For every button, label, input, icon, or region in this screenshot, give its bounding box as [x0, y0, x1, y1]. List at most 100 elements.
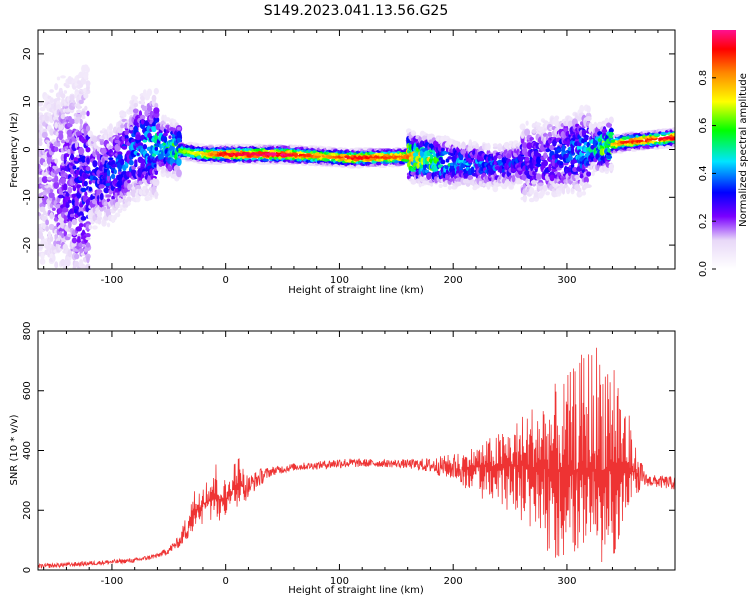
spectrogram-cell — [132, 108, 139, 114]
spectrogram-cell — [74, 253, 80, 260]
spectrogram-cell — [58, 132, 64, 141]
spectrogram-cell — [134, 159, 138, 167]
spectrogram-cell — [572, 167, 578, 172]
spectrogram-cell — [440, 147, 445, 152]
spectrogram-cell — [62, 206, 69, 213]
spectrogram-cell — [65, 203, 70, 208]
spectrogram-cell — [63, 90, 68, 94]
spectrogram-cell — [92, 225, 98, 230]
spectrogram-cell — [136, 152, 140, 156]
spectrogram-cell — [671, 127, 675, 131]
spectrogram-cell — [60, 93, 66, 99]
spectrogram-cell — [630, 148, 638, 152]
spectrogram-cell — [80, 111, 87, 116]
spectrogram-cell — [535, 163, 542, 168]
colorbar-tick-label: 0.2 — [698, 213, 709, 229]
spectrogram-cell — [577, 187, 582, 192]
spectrogram-cell — [519, 123, 526, 131]
spectrogram-cell — [121, 145, 128, 150]
spectrogram-cell — [56, 97, 61, 101]
spectrogram-cell — [524, 128, 531, 136]
spectrogram-cell — [122, 112, 127, 118]
spectrogram-cell — [78, 71, 85, 79]
spectrogram-y-tick-label: -10 — [22, 189, 33, 205]
spectrogram-cell — [38, 140, 43, 147]
spectrogram-cell — [126, 192, 132, 196]
spectrogram-cell — [506, 152, 512, 159]
spectrogram-cell — [122, 207, 127, 212]
spectrogram-cell — [124, 129, 130, 136]
snr-y-tick-label: 400 — [22, 441, 33, 460]
spectrogram-cell — [49, 89, 54, 93]
spectrogram-cell — [53, 116, 60, 120]
spectrogram-cell — [80, 216, 87, 221]
spectrogram-cell — [66, 129, 73, 137]
spectrogram-cell — [559, 161, 564, 166]
snr-y-tick-label: 200 — [22, 501, 33, 520]
spectrogram-cell — [80, 155, 87, 163]
spectrogram-cell — [583, 137, 589, 141]
spectrogram-cell — [105, 183, 112, 187]
spectrogram-cell — [520, 137, 525, 145]
spectrogram-cell — [63, 214, 68, 221]
snr-y-axis-label: SNR (10 * v/v) — [9, 414, 20, 485]
spectrogram-cell — [529, 187, 535, 195]
spectrogram-cell — [176, 126, 182, 131]
spectrogram-cell — [138, 180, 143, 185]
spectrogram-cell — [74, 141, 79, 149]
spectrogram-cell — [85, 242, 91, 248]
spectrogram-cell — [122, 195, 127, 199]
spectrogram-x-tick-label: 300 — [557, 275, 576, 286]
spectrogram-cell — [419, 175, 426, 183]
spectrogram-cell — [140, 122, 146, 130]
spectrogram-cell — [60, 75, 66, 79]
snr-series-line — [38, 347, 675, 569]
spectrogram-cell — [85, 147, 91, 153]
spectrogram-cell — [45, 219, 49, 226]
spectrogram-cell — [146, 88, 153, 97]
spectrogram-cell — [525, 120, 529, 126]
spectrogram-cell — [127, 179, 131, 184]
spectrogram-cell — [497, 154, 503, 159]
spectrogram-cell — [154, 170, 158, 175]
spectrogram-cell — [91, 136, 98, 143]
spectrogram-cell — [125, 138, 129, 143]
spectrogram-cell — [154, 102, 159, 109]
spectrogram-cell — [591, 170, 595, 177]
spectrogram-cell — [551, 168, 558, 173]
spectrogram-cell — [671, 136, 675, 141]
spectrogram-cell — [497, 143, 502, 148]
spectrogram-cell — [440, 159, 446, 165]
spectrogram-cell — [530, 179, 538, 185]
spectrogram-cell — [47, 112, 52, 117]
spectrogram-cell — [54, 83, 59, 91]
spectrogram-cell — [608, 127, 614, 133]
spectrogram-cell — [113, 169, 117, 175]
spectrogram-cell — [524, 156, 530, 162]
spectrogram-cell — [153, 182, 159, 186]
spectrogram-cell — [61, 139, 65, 144]
spectrogram-cell — [140, 114, 146, 120]
spectrogram-cell — [85, 89, 91, 95]
spectrogram-cell — [129, 126, 134, 131]
spectrogram-cell — [75, 226, 82, 232]
spectrogram-cell — [70, 153, 75, 161]
colorbar-tick-label: 0.6 — [698, 118, 709, 134]
spectrogram-cell — [86, 110, 90, 117]
spectrogram-cell — [84, 191, 88, 197]
colorbar-label: Normalized spectral amplitude — [738, 73, 749, 227]
spectrogram-cell — [528, 197, 535, 203]
spectrogram-cell — [533, 198, 539, 202]
spectrogram-cell — [67, 249, 73, 258]
spectrogram-cell — [106, 222, 111, 228]
spectrogram-cell — [133, 102, 138, 108]
spectrogram-cell — [83, 92, 89, 99]
snr-x-axis-label: Height of straight line (km) — [288, 585, 424, 596]
spectrogram-cell — [128, 159, 134, 166]
spectrogram-cell — [60, 177, 66, 185]
colorbar-ticks: 0.0 0.2 0.4 0.6 0.8 — [698, 70, 716, 277]
spectrogram-cell — [57, 194, 64, 199]
snr-x-tick-label: 300 — [557, 576, 576, 587]
spectrogram-cell — [120, 158, 125, 166]
spectrogram-cell — [65, 84, 70, 89]
